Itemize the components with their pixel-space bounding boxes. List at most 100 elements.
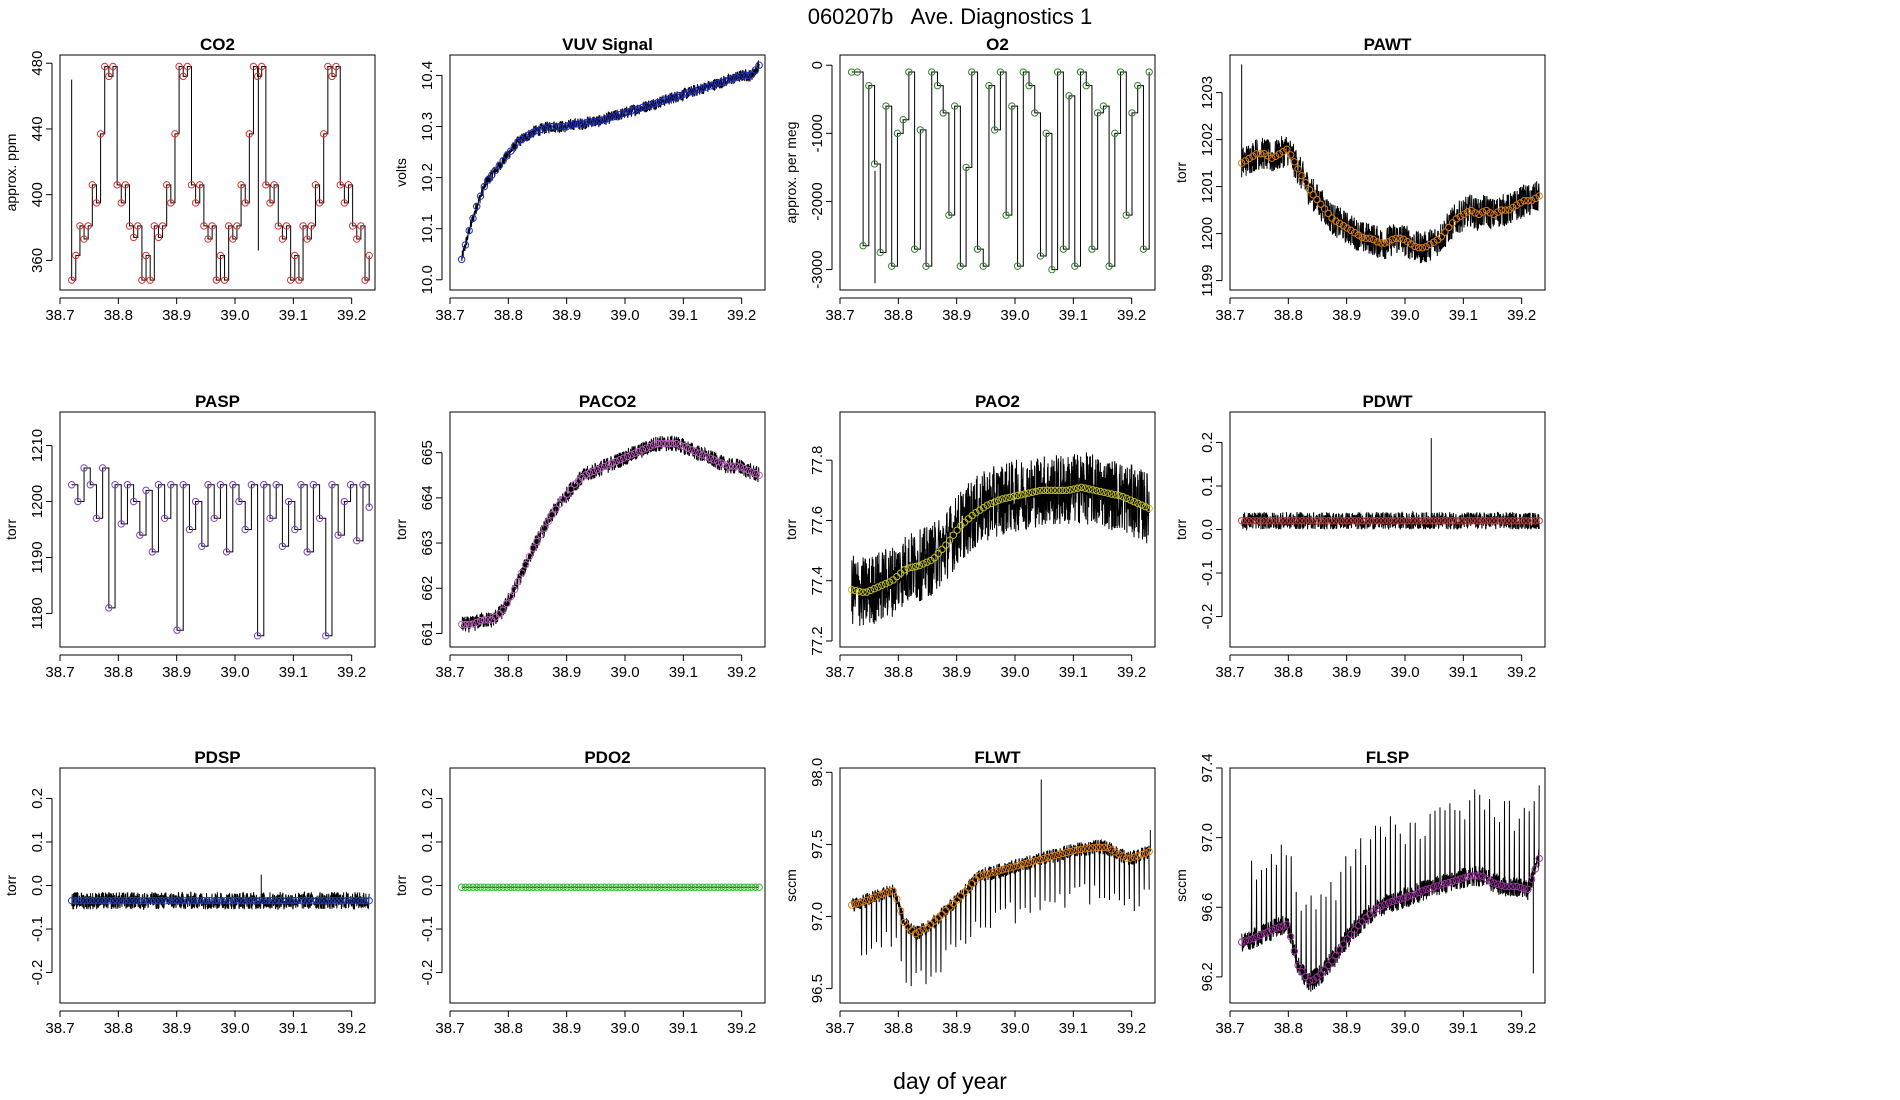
data-point (1317, 970, 1325, 978)
data-point (1313, 195, 1321, 204)
data-point (1347, 517, 1355, 525)
subplot-pawt: PAWT 38.7 38.8 38.9 39.0 39.1 39.2 1199 1200 1201… (1173, 35, 1546, 324)
plot-frame (59, 767, 376, 1004)
data-point (315, 199, 324, 207)
y-tick-label: 1199 (1199, 264, 1216, 296)
data-point (1358, 233, 1366, 242)
data-point (1134, 81, 1142, 90)
data-point (503, 152, 511, 160)
x-tick-label: 39.2 (1507, 664, 1536, 681)
data-point (80, 235, 88, 243)
data-point (1486, 517, 1494, 525)
x-tick-label: 38.9 (162, 664, 191, 681)
data-point (1460, 517, 1468, 525)
data-point (885, 578, 894, 586)
data-point (1047, 486, 1055, 495)
data-point (1077, 483, 1086, 492)
data-point (552, 505, 560, 513)
data-point (996, 68, 1005, 76)
data-point (1055, 486, 1063, 495)
y-tick-label: 662 (419, 576, 436, 601)
data-point (979, 503, 988, 512)
data-point (1381, 239, 1389, 247)
data-point (1475, 210, 1483, 219)
data-point (736, 883, 745, 891)
data-point (570, 883, 579, 891)
data-point (150, 222, 159, 230)
data-point (514, 577, 522, 586)
data-point (521, 561, 530, 569)
data-point (1081, 845, 1089, 853)
data-point (1092, 843, 1101, 851)
data-point (457, 255, 466, 264)
data-point (582, 471, 590, 479)
data-point (328, 72, 336, 81)
data-point (1070, 846, 1078, 855)
data-point (1482, 206, 1491, 215)
data-point (1520, 885, 1528, 893)
data-point (1055, 850, 1063, 859)
data-point (1040, 486, 1048, 495)
data-point (204, 481, 212, 489)
data-point (128, 897, 136, 905)
data-point (1320, 517, 1329, 525)
y-tick-label: 0.1 (419, 832, 436, 853)
data-point (1520, 197, 1528, 205)
data-point (1275, 517, 1284, 525)
data-point (216, 481, 225, 489)
x-tick-label: 39.0 (1390, 307, 1419, 324)
data-point (252, 897, 260, 905)
data-point (67, 897, 76, 905)
data-point (540, 883, 549, 891)
data-point (721, 77, 729, 85)
data-point (1237, 159, 1246, 167)
y-tick-label: 1190 (29, 541, 46, 573)
data-point (105, 604, 113, 612)
data-point (1328, 517, 1336, 525)
data-point (139, 897, 147, 905)
data-point (1388, 235, 1396, 244)
data-point (1399, 894, 1408, 902)
y-tick-label: 1180 (29, 597, 46, 629)
data-point (1126, 854, 1135, 862)
data-point (889, 887, 897, 895)
data-point (604, 114, 613, 122)
data-point (1053, 68, 1062, 76)
data-point (751, 469, 760, 478)
data-point (340, 199, 349, 207)
data-point (582, 883, 590, 891)
data-point (1418, 517, 1427, 525)
data-point (1260, 929, 1268, 938)
x-tick-label: 38.8 (884, 664, 913, 681)
data-point (1411, 890, 1419, 899)
data-point (328, 481, 336, 489)
y-tick-label: 0.1 (29, 832, 46, 853)
data-point (154, 481, 163, 489)
data-point (229, 481, 237, 489)
data-point (503, 883, 511, 891)
data-point (1512, 517, 1521, 525)
data-point (1497, 517, 1506, 525)
data-point (676, 883, 684, 891)
plot-frame (449, 411, 766, 648)
data-point (691, 883, 699, 891)
data-point (359, 481, 367, 489)
data-point (229, 897, 238, 905)
data-point (158, 897, 166, 905)
x-tick-label: 38.8 (494, 1020, 523, 1037)
data-point (129, 497, 138, 506)
data-point (175, 62, 183, 71)
data-point (1433, 882, 1442, 890)
data-point (473, 618, 481, 626)
data-point (650, 883, 658, 891)
data-point (548, 883, 556, 891)
data-point (1478, 208, 1487, 216)
data-point (258, 62, 266, 71)
data-point (1437, 233, 1445, 241)
data-point (1043, 486, 1052, 495)
data-point (1475, 517, 1483, 525)
data-point (491, 166, 500, 175)
data-point (1531, 865, 1540, 873)
data-point (729, 462, 737, 470)
data-point (1066, 486, 1074, 494)
